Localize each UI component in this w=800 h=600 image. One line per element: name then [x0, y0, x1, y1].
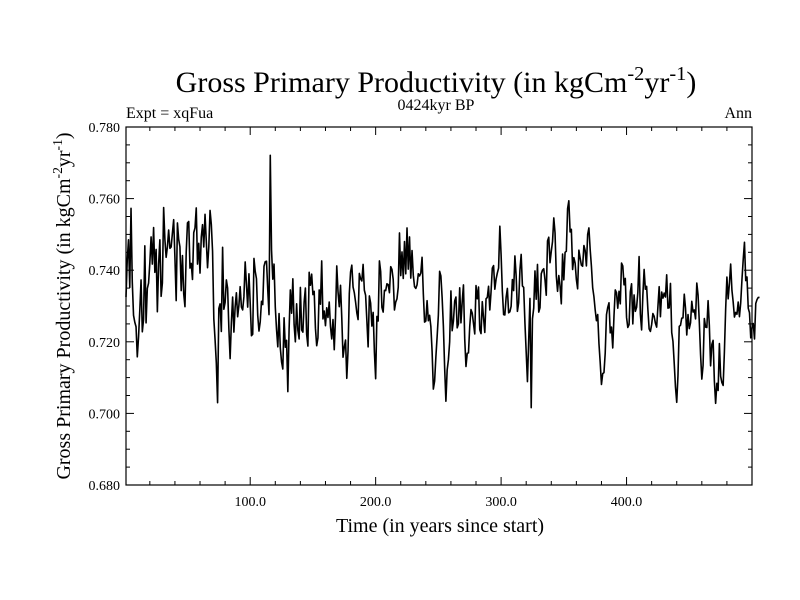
x-tick-label: 300.0 [485, 495, 517, 510]
y-tick-label: 0.760 [89, 193, 121, 208]
y-axis-label: Gross Primary Productivity (in kgCm-2yr-… [50, 132, 75, 479]
y-tick-label: 0.740 [89, 264, 121, 279]
y-tick-label: 0.720 [89, 336, 121, 351]
y-tick-label: 0.680 [89, 479, 121, 494]
x-tick-label: 400.0 [611, 495, 643, 510]
season-label: Ann [724, 105, 752, 122]
y-tick-label: 0.780 [89, 121, 121, 136]
x-tick-label: 200.0 [360, 495, 392, 510]
experiment-label: Expt = xqFua [126, 105, 213, 122]
series-line-gpp [125, 154, 760, 409]
subtitle-period: 0424kyr BP [398, 97, 475, 114]
y-tick-label: 0.700 [89, 407, 121, 422]
chart-title: Gross Primary Productivity (in kgCm-2yr-… [176, 63, 697, 99]
axis-ticks: 100.0 200.0 300.0 400.0 0.680 0.700 0.720 0.740… [89, 121, 752, 510]
x-axis-label: Time (in years since start) [336, 515, 544, 537]
x-tick-label: 100.0 [234, 495, 266, 510]
